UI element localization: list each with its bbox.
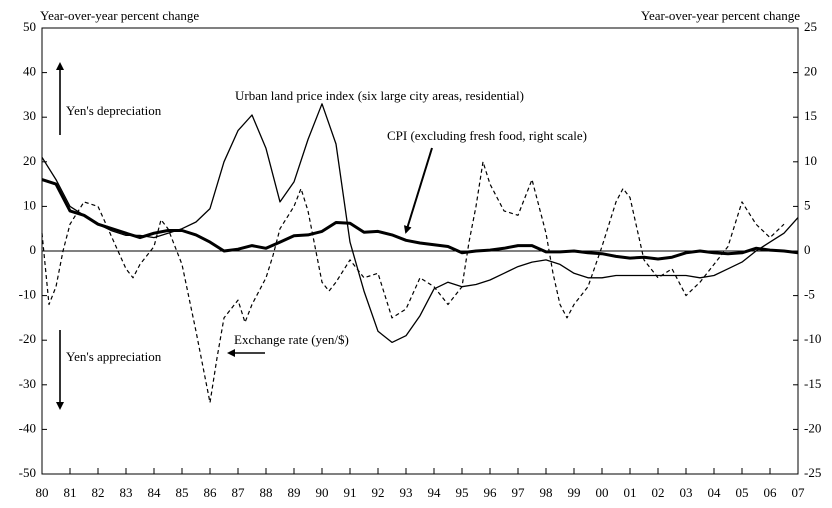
y-tick-label: -50 [19,465,36,480]
y-tick-label: -30 [19,376,36,391]
x-tick-label: 93 [400,485,413,500]
x-tick-label: 92 [372,485,385,500]
series-label: CPI (excluding fresh food, right scale) [387,128,587,143]
y-axis-title: Year-over-year percent change [40,8,199,23]
y-tick-label: -10 [19,287,36,302]
x-tick-label: 05 [736,485,749,500]
y-tick-label: 40 [23,64,36,79]
x-tick-label: 83 [120,485,133,500]
y2-tick-label: -10 [804,331,821,346]
x-tick-label: 81 [64,485,77,500]
y2-tick-label: -20 [804,420,821,435]
x-tick-label: 03 [680,485,693,500]
x-tick-label: 97 [512,485,526,500]
annotation: Yen's appreciation [66,349,162,364]
series-line [41,178,799,261]
x-tick-label: 89 [288,485,301,500]
y-tick-label: -20 [19,331,36,346]
x-tick-label: 01 [624,485,637,500]
x-tick-label: 04 [708,485,722,500]
y-tick-label: 0 [30,242,37,257]
series-line [41,161,785,404]
series-line [41,103,799,344]
arrow [403,147,433,234]
x-tick-label: 96 [484,485,498,500]
x-tick-label: 00 [596,485,609,500]
y-tick-label: 30 [23,108,36,123]
y-tick-label: -40 [19,420,36,435]
y-tick-label: 50 [23,19,36,34]
y2-tick-label: 20 [804,64,817,79]
y2-tick-label: 0 [804,242,811,257]
y2-tick-label: 10 [804,153,817,168]
x-tick-label: 94 [428,485,442,500]
annotation: Yen's depreciation [66,103,162,118]
y2-tick-label: -15 [804,376,821,391]
y2-tick-label: 15 [804,108,817,123]
x-tick-label: 07 [792,485,806,500]
x-tick-label: 06 [764,485,778,500]
y-tick-label: 10 [23,197,36,212]
x-tick-label: 84 [148,485,162,500]
x-tick-label: 86 [204,485,218,500]
x-tick-label: 98 [540,485,553,500]
y-tick-label: 20 [23,153,36,168]
y2-axis-title: Year-over-year percent change [641,8,800,23]
series-label: Urban land price index (six large city a… [235,88,524,103]
x-tick-label: 99 [568,485,581,500]
y2-tick-label: 5 [804,197,811,212]
x-tick-label: 85 [176,485,189,500]
x-tick-label: 80 [36,485,49,500]
x-tick-label: 88 [260,485,273,500]
y2-tick-label: -25 [804,465,821,480]
y2-tick-label: -5 [804,287,815,302]
series-label: Exchange rate (yen/$) [234,332,349,347]
x-tick-label: 90 [316,485,329,500]
x-tick-label: 91 [344,485,357,500]
y2-tick-label: 25 [804,19,817,34]
x-tick-label: 02 [652,485,665,500]
x-tick-label: 82 [92,485,105,500]
x-tick-label: 87 [232,485,246,500]
x-tick-label: 95 [456,485,469,500]
